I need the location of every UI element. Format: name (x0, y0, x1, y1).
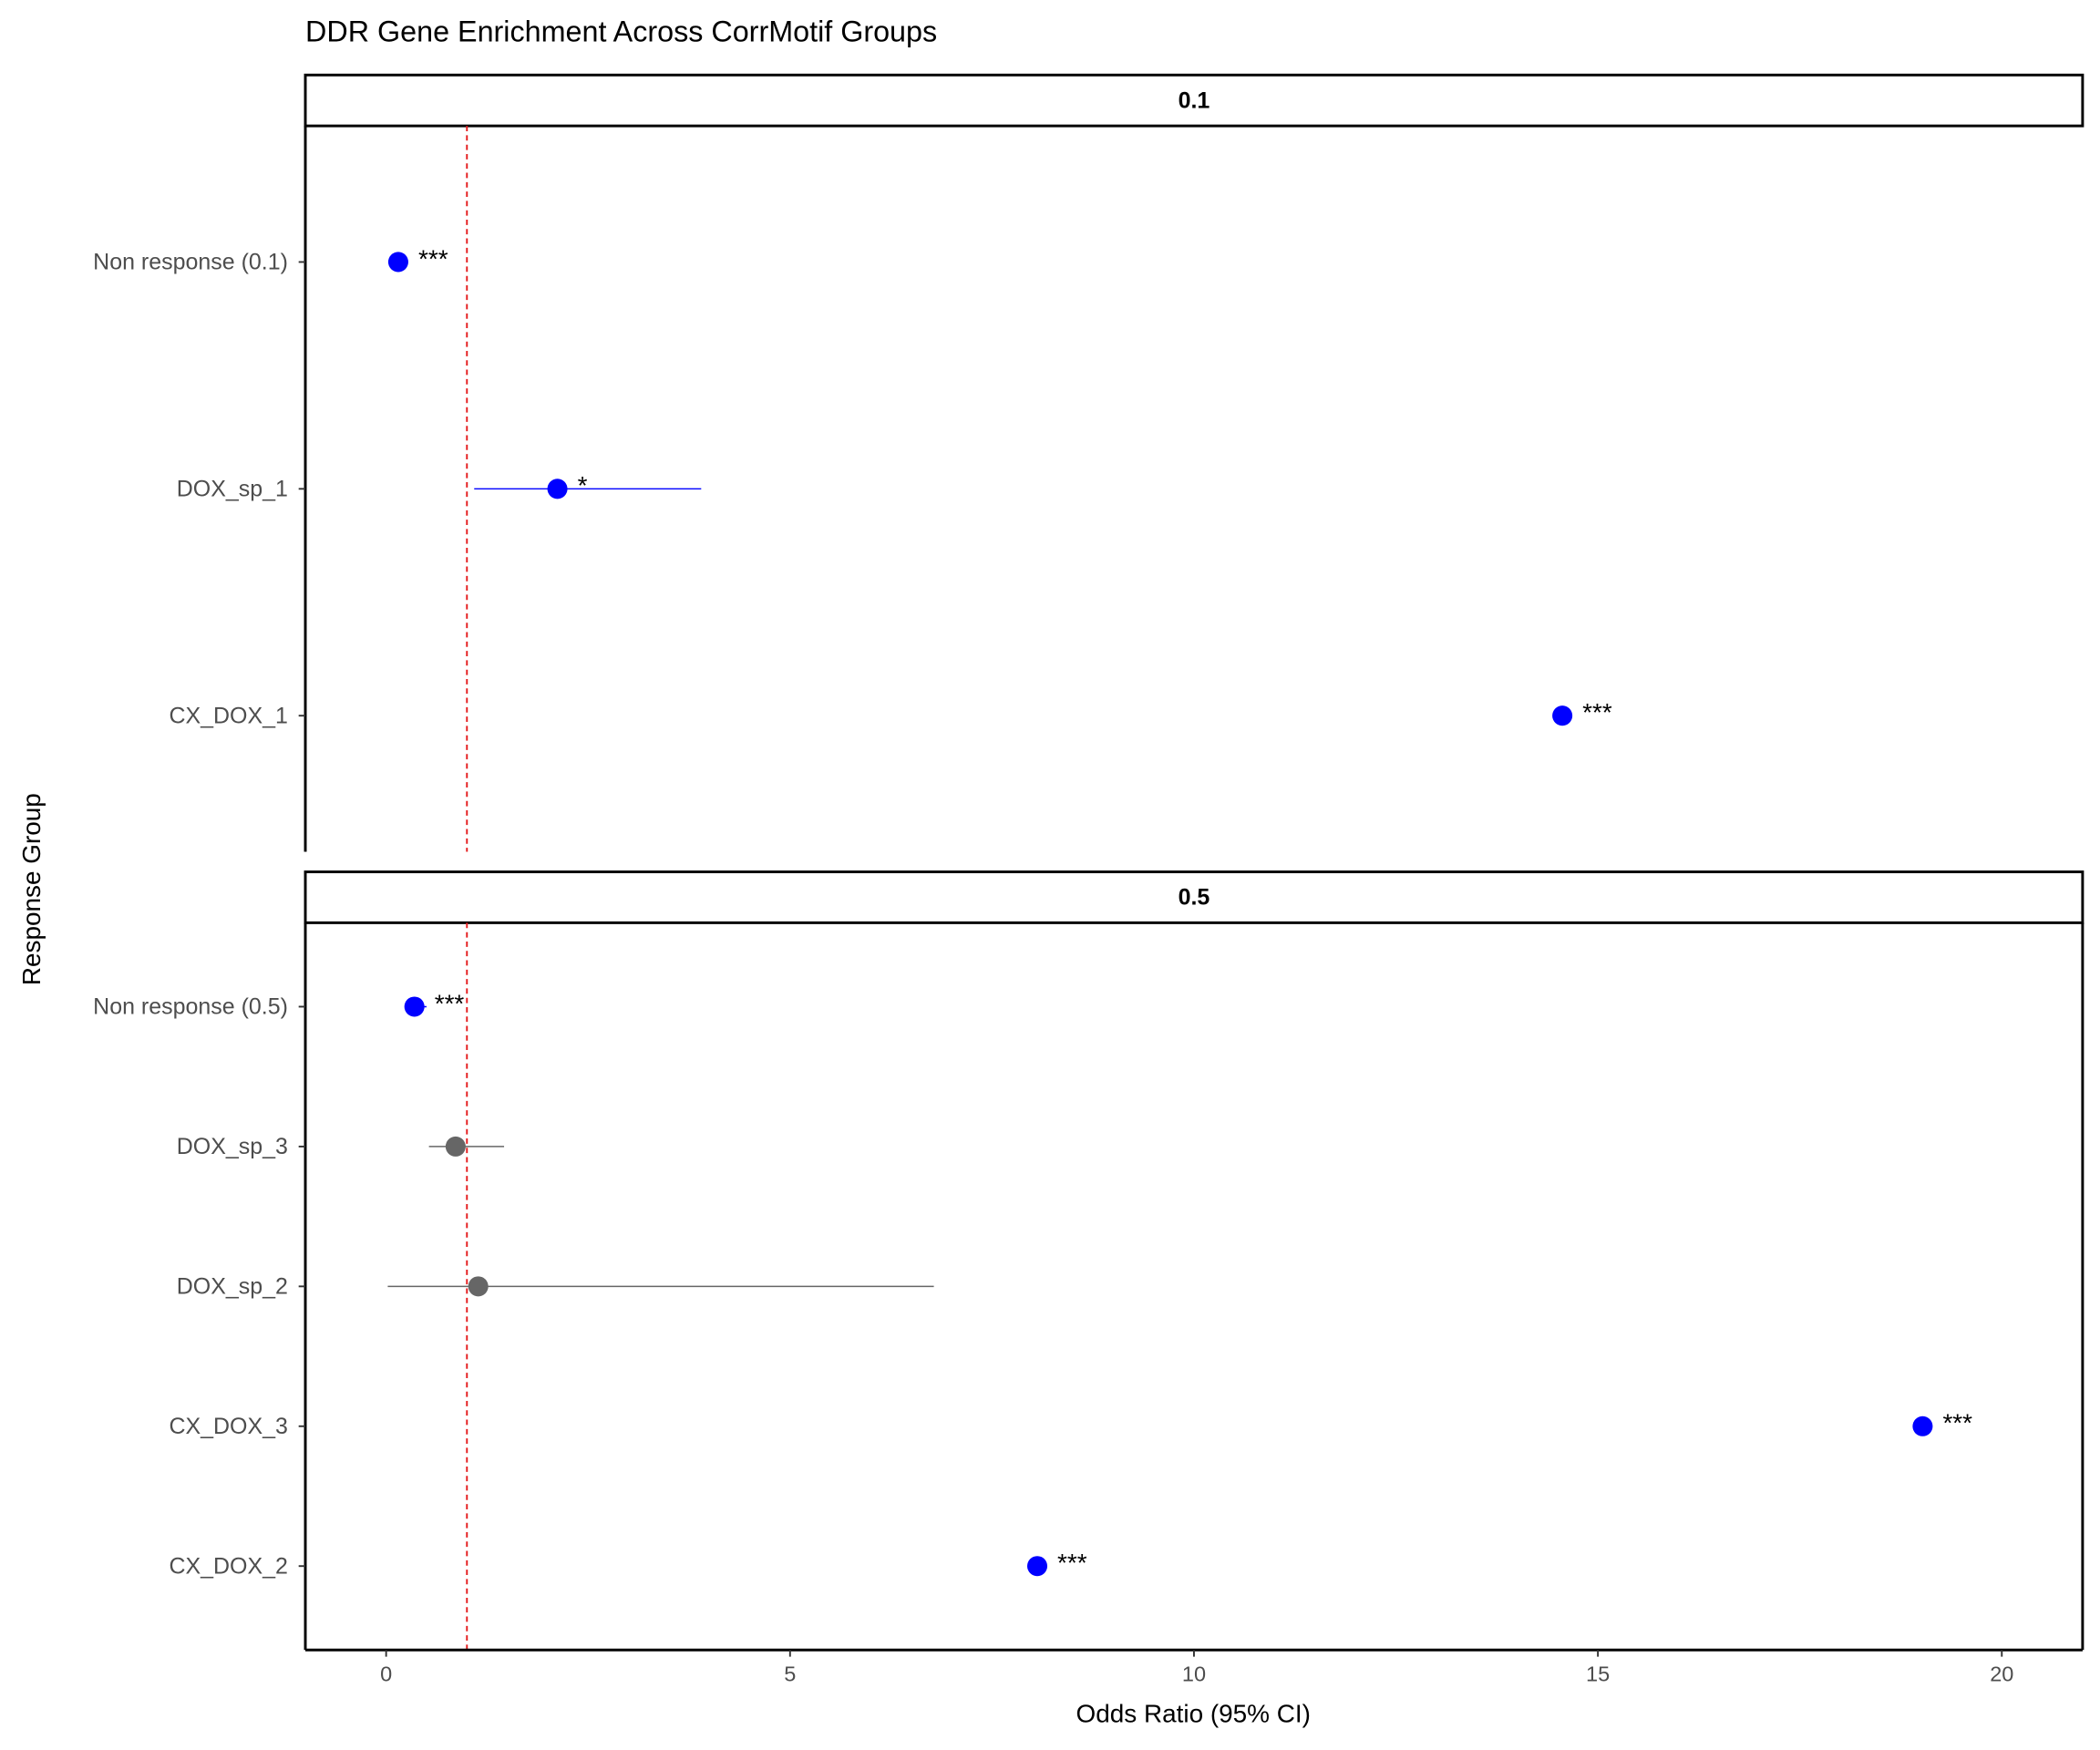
y-tick-label: Non response (0.5) (93, 994, 288, 1020)
chart-title: DDR Gene Enrichment Across CorrMotif Gro… (305, 15, 937, 47)
facet-label: 0.1 (1179, 88, 1210, 113)
y-tick-label: CX_DOX_3 (169, 1414, 287, 1439)
facet-strip (304, 870, 2085, 924)
point (1026, 1556, 1048, 1577)
x-tick-label: 20 (1990, 1662, 2013, 1685)
y-tick-label: CX_DOX_1 (169, 703, 287, 728)
facet-label: 0.5 (1179, 885, 1210, 911)
point (547, 479, 568, 499)
significance-label: * (578, 471, 588, 499)
point (445, 1136, 466, 1157)
y-axis-label: Response Group (17, 793, 46, 985)
x-axis-label: Odds Ratio (95% CI) (1076, 1700, 1310, 1728)
y-tick-label: Non response (0.1) (93, 250, 288, 275)
significance-label: *** (435, 989, 465, 1017)
x-tick-label: 0 (380, 1662, 392, 1685)
x-tick-label: 5 (784, 1662, 796, 1685)
significance-label: *** (1942, 1409, 1972, 1437)
y-tick-label: DOX_sp_2 (177, 1273, 288, 1299)
point (387, 252, 408, 273)
x-tick-label: 15 (1586, 1662, 1610, 1685)
facet-strip (304, 73, 2085, 128)
y-tick-label: DOX_sp_1 (177, 476, 288, 501)
point (468, 1276, 489, 1297)
y-tick-label: CX_DOX_2 (169, 1553, 287, 1579)
x-tick-label: 10 (1182, 1662, 1206, 1685)
significance-label: *** (1057, 1549, 1087, 1577)
significance-label: *** (418, 244, 448, 273)
y-tick-label: DOX_sp_3 (177, 1134, 288, 1159)
point (1912, 1415, 1933, 1436)
significance-label: *** (1582, 698, 1612, 726)
point (1552, 705, 1573, 726)
point (404, 996, 425, 1017)
